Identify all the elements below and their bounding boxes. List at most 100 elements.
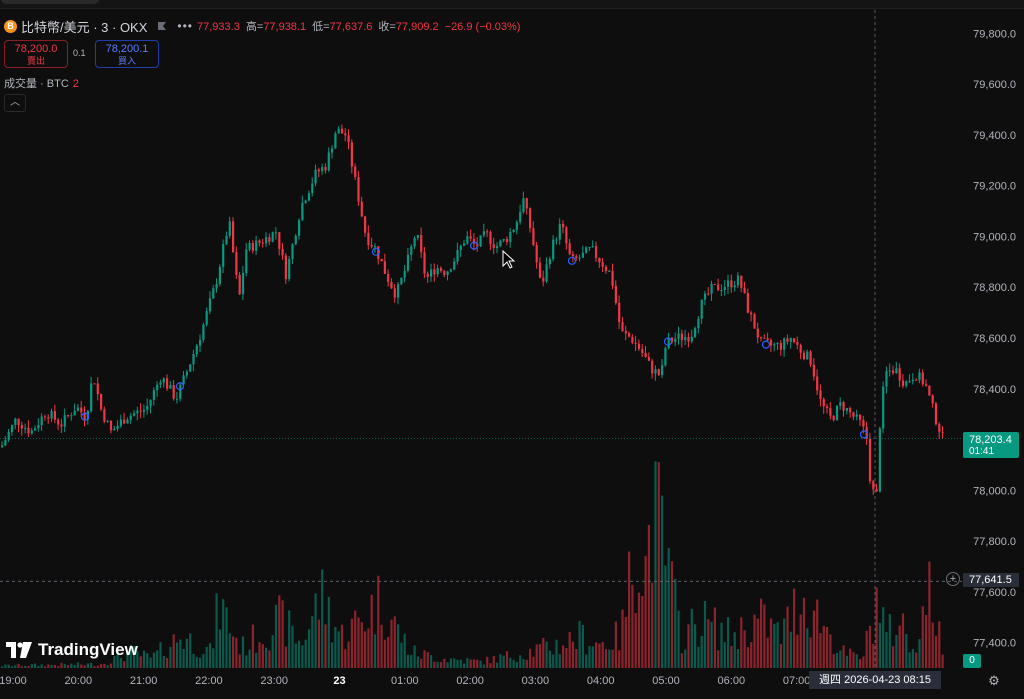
ohlc-high-label: 高=	[245, 21, 264, 33]
volume-bar	[829, 634, 832, 668]
more-options-icon[interactable]: •••	[177, 19, 194, 33]
candle-body	[921, 372, 924, 385]
volume-value-badge: 0	[963, 654, 981, 668]
candle-body	[453, 261, 456, 270]
volume-bar	[116, 652, 119, 668]
volume-bar	[100, 664, 103, 668]
volume-bar	[677, 610, 680, 668]
volume-bar	[179, 639, 182, 668]
mouse-cursor-icon	[502, 249, 516, 269]
candle-body	[812, 364, 815, 377]
volume-bar	[443, 658, 446, 668]
y-tick-label: 78,800.0	[973, 282, 1016, 294]
buy-price: 78,200.1	[105, 43, 149, 55]
trade-marker[interactable]	[80, 412, 90, 421]
volume-indicator-legend[interactable]: 成交量 · BTC 2	[4, 75, 79, 91]
candle-body	[274, 232, 278, 234]
candle-body	[575, 256, 578, 258]
volume-bar	[288, 610, 291, 668]
volume-bar	[925, 614, 928, 668]
candle-body	[878, 428, 881, 492]
volume-bar	[571, 641, 575, 668]
candle-body	[50, 411, 53, 419]
volume-bar	[53, 664, 56, 668]
candle-body	[657, 369, 660, 376]
volume-bar	[832, 654, 835, 668]
candle-body	[449, 269, 452, 272]
volume-bar	[420, 658, 423, 668]
candle-body	[100, 393, 103, 410]
tradingview-logo[interactable]: TradingView	[6, 640, 138, 660]
trade-marker[interactable]	[663, 337, 673, 346]
sell-button[interactable]: 78,200.0 賣出	[4, 40, 68, 68]
trade-marker[interactable]	[469, 241, 479, 250]
flag-icon[interactable]	[157, 21, 167, 31]
candle-body	[364, 216, 367, 233]
symbol-title[interactable]: 比特幣/美元 · 3 · OKX	[21, 19, 148, 35]
volume-bar	[430, 655, 433, 668]
trade-marker[interactable]	[175, 382, 185, 391]
volume-bar	[915, 652, 918, 668]
volume-bar	[331, 642, 334, 668]
trade-marker[interactable]	[567, 256, 577, 265]
candle-body	[152, 390, 155, 400]
candle-body	[925, 384, 928, 386]
volume-bar	[172, 634, 175, 668]
volume-bar	[532, 656, 535, 668]
volume-bar	[855, 654, 858, 668]
volume-bars	[1, 461, 944, 668]
volume-bar	[271, 635, 274, 668]
volume-bar	[291, 625, 294, 668]
volume-bar	[466, 658, 469, 668]
volume-bar	[360, 622, 363, 668]
candle-body	[773, 344, 776, 346]
volume-bar	[720, 622, 723, 668]
candle-body	[489, 232, 492, 245]
trade-marker[interactable]	[761, 340, 771, 349]
trade-marker[interactable]	[371, 247, 381, 256]
candle-body	[136, 410, 139, 414]
volume-bar	[472, 659, 476, 668]
volume-bar	[862, 656, 865, 668]
candle-body	[740, 275, 743, 288]
volume-bar	[248, 649, 251, 668]
volume-bar	[423, 650, 426, 668]
buy-button[interactable]: 78,200.1 買入	[95, 40, 159, 68]
volume-bar	[707, 619, 710, 668]
candle-body	[941, 431, 944, 433]
candle-body	[314, 169, 317, 184]
candle-body	[502, 238, 505, 241]
candle-body	[57, 419, 60, 425]
volume-bar	[126, 651, 129, 668]
volume-bar	[766, 637, 769, 668]
candle-body	[595, 246, 598, 258]
volume-bar	[373, 634, 377, 668]
candle-body	[677, 333, 680, 339]
candle-body	[492, 244, 495, 249]
volume-bar	[796, 634, 799, 668]
volume-bar	[222, 599, 225, 668]
volume-bar	[406, 654, 410, 668]
candle-body	[357, 176, 360, 202]
volume-bar	[251, 624, 254, 668]
candle-body	[618, 302, 621, 323]
volume-bar	[872, 643, 875, 668]
volume-bar	[403, 633, 406, 668]
volume-bar	[651, 582, 654, 668]
collapse-chevron-icon[interactable]: ︿	[4, 94, 26, 112]
trade-marker[interactable]	[859, 430, 869, 439]
candle-body	[631, 336, 634, 343]
volume-bar	[578, 620, 581, 668]
settings-gear-icon[interactable]: ⚙	[988, 673, 1000, 688]
candle-body	[608, 270, 611, 272]
candle-body	[651, 360, 654, 374]
volume-bar	[882, 607, 885, 668]
volume-bar	[479, 660, 482, 668]
candle-body	[406, 254, 410, 271]
x-tick-label: 23	[333, 675, 345, 687]
volume-bar	[654, 461, 657, 668]
volume-bar	[548, 650, 551, 668]
y-tick-label: 77,600.0	[973, 587, 1016, 599]
add-alert-plus-icon[interactable]: +	[946, 572, 960, 586]
